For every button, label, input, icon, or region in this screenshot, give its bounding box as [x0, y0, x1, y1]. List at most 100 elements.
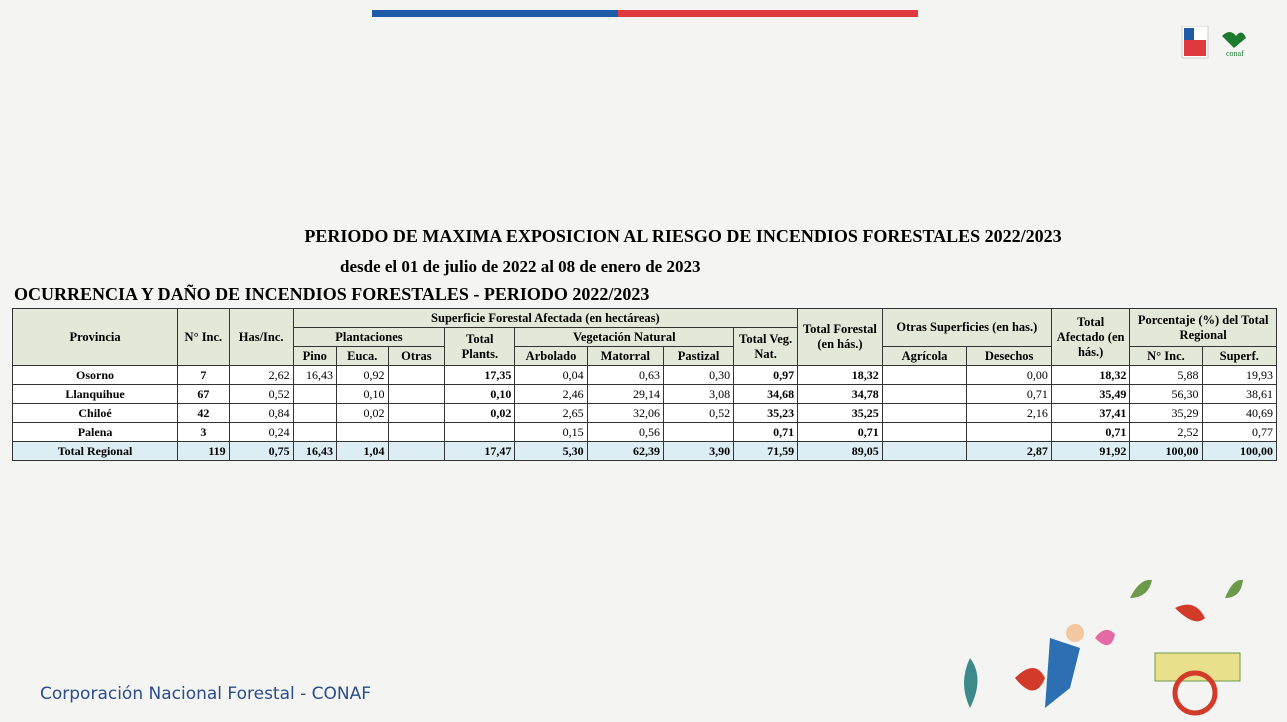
- top-stripe: [372, 10, 618, 17]
- header-cell: Pastizal: [663, 347, 733, 366]
- table-cell: Palena: [13, 423, 178, 442]
- header-cell: Pino: [293, 347, 336, 366]
- table-cell: 0,00: [967, 366, 1052, 385]
- table-cell: 34,78: [798, 385, 883, 404]
- header-cell: Provincia: [13, 309, 178, 366]
- table-caption: OCURRENCIA Y DAÑO DE INCENDIOS FORESTALE…: [14, 284, 649, 305]
- table-cell: 0,84: [229, 404, 293, 423]
- table-cell: 1,04: [336, 442, 388, 461]
- table-cell: [445, 423, 515, 442]
- table-cell: [388, 366, 445, 385]
- table-cell: Llanquihue: [13, 385, 178, 404]
- table-cell: 0,71: [1051, 423, 1129, 442]
- header-cell: Has/Inc.: [229, 309, 293, 366]
- table-cell: [663, 423, 733, 442]
- table-cell: 0,97: [734, 366, 798, 385]
- table-cell: 34,68: [734, 385, 798, 404]
- data-table: Provincia N° Inc. Has/Inc. Superficie Fo…: [12, 308, 1277, 461]
- table-cell: 0,04: [515, 366, 587, 385]
- svg-text:conaf: conaf: [1226, 49, 1244, 58]
- subtitle: desde el 01 de julio de 2022 al 08 de en…: [340, 257, 700, 277]
- table-cell: 2,16: [967, 404, 1052, 423]
- table-cell: 29,14: [587, 385, 663, 404]
- table-cell: 17,35: [445, 366, 515, 385]
- table-cell: 0,10: [336, 385, 388, 404]
- table-cell: 18,32: [798, 366, 883, 385]
- table-cell: 35,23: [734, 404, 798, 423]
- table-cell: 35,25: [798, 404, 883, 423]
- table-cell: 40,69: [1202, 404, 1276, 423]
- table-cell: 0,56: [587, 423, 663, 442]
- table-cell: [293, 423, 336, 442]
- table-cell: 0,52: [229, 385, 293, 404]
- table-cell: 0,75: [229, 442, 293, 461]
- table-cell: 62,39: [587, 442, 663, 461]
- table-cell: 89,05: [798, 442, 883, 461]
- table-cell: 32,06: [587, 404, 663, 423]
- table-cell: 5,30: [515, 442, 587, 461]
- header-cell: Otras Superficies (en has.): [882, 309, 1051, 347]
- table-cell: 0,77: [1202, 423, 1276, 442]
- title: PERIODO DE MAXIMA EXPOSICION AL RIESGO D…: [0, 226, 1287, 247]
- header-cell: Total Plants.: [445, 328, 515, 366]
- header-cell: Agrícola: [882, 347, 967, 366]
- header-cell: Total Veg. Nat.: [734, 328, 798, 366]
- top-stripe: [618, 10, 918, 17]
- table-cell: 0,30: [663, 366, 733, 385]
- table-cell: 37,41: [1051, 404, 1129, 423]
- table-cell: Total Regional: [13, 442, 178, 461]
- table-cell: 5,88: [1130, 366, 1202, 385]
- table-cell: 3,90: [663, 442, 733, 461]
- table-cell: 0,71: [967, 385, 1052, 404]
- table-cell: 2,46: [515, 385, 587, 404]
- table-cell: [882, 404, 967, 423]
- table-cell: [882, 385, 967, 404]
- header-cell: Superf.: [1202, 347, 1276, 366]
- table-cell: Osorno: [13, 366, 178, 385]
- table-cell: 42: [178, 404, 230, 423]
- table-cell: [388, 423, 445, 442]
- table-cell: 0,02: [445, 404, 515, 423]
- header-cell: Arbolado: [515, 347, 587, 366]
- table-cell: 67: [178, 385, 230, 404]
- table-cell: 16,43: [293, 366, 336, 385]
- table-cell: 19,93: [1202, 366, 1276, 385]
- header-cell: Desechos: [967, 347, 1052, 366]
- table-cell: 3: [178, 423, 230, 442]
- header-cell: Plantaciones: [293, 328, 445, 347]
- table-cell: 2,62: [229, 366, 293, 385]
- table-cell: 56,30: [1130, 385, 1202, 404]
- table-cell: [293, 404, 336, 423]
- table-cell: 0,92: [336, 366, 388, 385]
- table-cell: [967, 423, 1052, 442]
- table-cell: [882, 442, 967, 461]
- slide: conaf PERIODO DE MAXIMA EXPOSICION AL RI…: [0, 0, 1287, 722]
- header-cell: Porcentaje (%) del Total Regional: [1130, 309, 1277, 347]
- table-cell: Chiloé: [13, 404, 178, 423]
- table-cell: [882, 366, 967, 385]
- table-cell: 2,65: [515, 404, 587, 423]
- table-cell: [293, 385, 336, 404]
- header-cell: Vegetación Natural: [515, 328, 734, 347]
- table-cell: 35,29: [1130, 404, 1202, 423]
- table-cell: 0,71: [734, 423, 798, 442]
- header-cell: Matorral: [587, 347, 663, 366]
- table-cell: [336, 423, 388, 442]
- table-cell: 35,49: [1051, 385, 1129, 404]
- table-cell: 0,63: [587, 366, 663, 385]
- header-cell: N° Inc.: [1130, 347, 1202, 366]
- table-cell: 91,92: [1051, 442, 1129, 461]
- header-cell: Total Forestal (en hás.): [798, 309, 883, 366]
- table-cell: 7: [178, 366, 230, 385]
- header-cell: Superficie Forestal Afectada (en hectáre…: [293, 309, 798, 328]
- header-cell: Total Afectado (en hás.): [1051, 309, 1129, 366]
- logos: conaf: [1180, 26, 1280, 62]
- table-cell: 0,10: [445, 385, 515, 404]
- table-cell: 2,52: [1130, 423, 1202, 442]
